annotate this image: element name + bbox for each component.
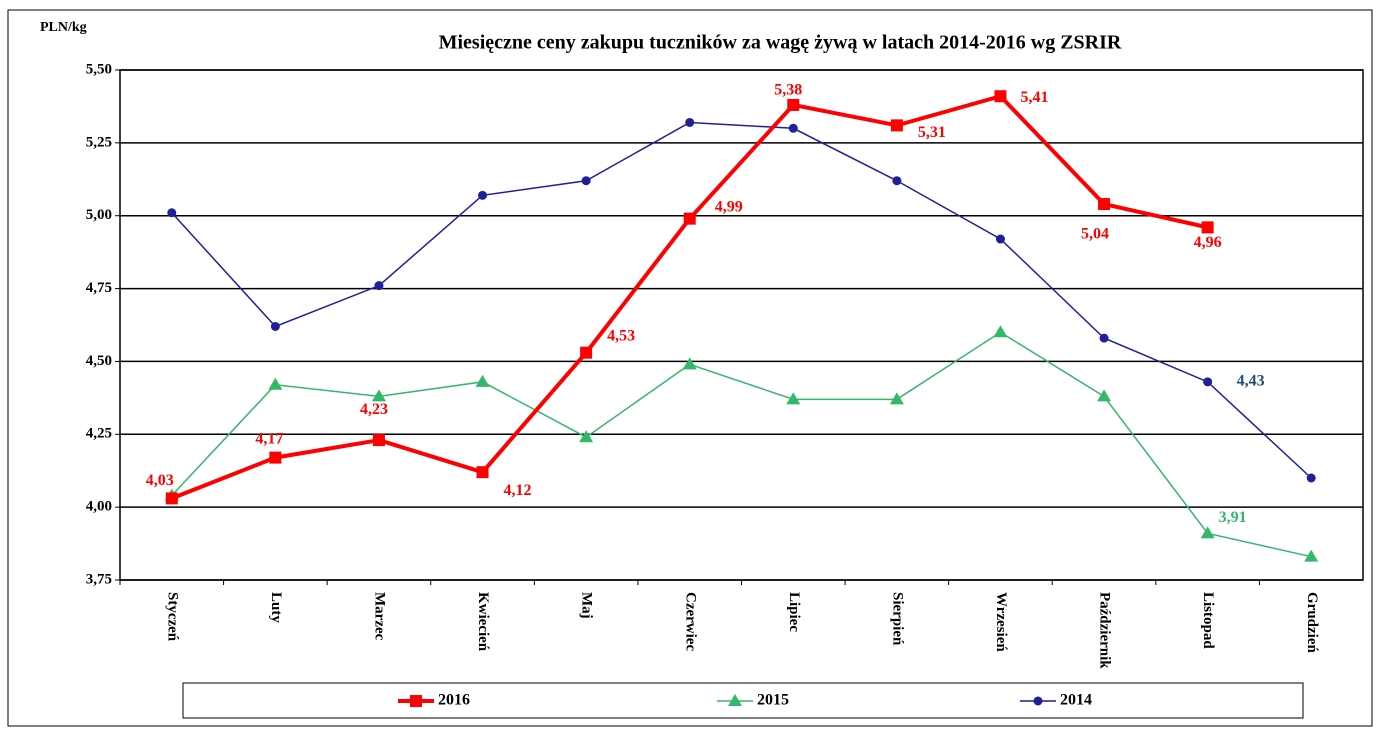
data-point <box>1304 549 1319 562</box>
x-tick-label: Styczeń <box>164 592 180 642</box>
data-label: 4,53 <box>607 327 635 344</box>
data-point <box>167 208 177 218</box>
y-tick-label: 5,50 <box>86 61 112 77</box>
data-label: 3,91 <box>1219 509 1247 526</box>
data-point <box>478 190 488 200</box>
data-label: 5,38 <box>774 82 802 99</box>
data-point <box>269 451 282 464</box>
data-point <box>685 117 695 127</box>
data-point <box>371 389 386 402</box>
y-tick-label: 4,25 <box>86 426 112 442</box>
data-point <box>476 466 489 479</box>
plot-area <box>119 69 1364 581</box>
data-label: 4,23 <box>360 401 388 418</box>
data-label: 4,96 <box>1194 234 1222 251</box>
chart-frame <box>7 9 1373 727</box>
data-point <box>682 357 697 370</box>
y-axis-label: PLN/kg <box>40 20 87 35</box>
data-point <box>788 123 798 133</box>
y-tick-label: 5,00 <box>86 207 112 223</box>
data-point <box>580 346 593 359</box>
x-tick-label: Marzec <box>372 592 388 641</box>
legend-marker <box>410 695 422 707</box>
x-tick-label: Listopad <box>1200 592 1216 649</box>
y-tick-label: 4,00 <box>86 499 112 515</box>
legend-box <box>182 682 1304 719</box>
legend-marker <box>728 694 742 706</box>
x-tick-label: Sierpień <box>889 592 905 646</box>
data-point <box>787 98 800 111</box>
data-label: 5,04 <box>1081 226 1109 243</box>
series-line <box>171 121 1312 479</box>
legend-label: 2015 <box>757 692 789 709</box>
x-tick-label: Luty <box>268 592 284 623</box>
y-tick-label: 5,25 <box>86 134 112 150</box>
x-tick-label: Maj <box>579 592 595 619</box>
data-point <box>683 212 696 225</box>
data-point <box>1097 389 1112 402</box>
data-label: 5,41 <box>1020 89 1048 106</box>
series-line <box>171 331 1312 558</box>
data-point <box>579 430 594 443</box>
data-point <box>889 392 904 405</box>
data-label: 4,12 <box>504 482 532 499</box>
data-label: 4,17 <box>255 430 283 447</box>
legend-label: 2014 <box>1060 692 1092 709</box>
data-point <box>1200 526 1215 539</box>
x-tick-label: Kwiecień <box>475 592 491 652</box>
y-tick-label: 4,50 <box>86 353 112 369</box>
data-label: 5,31 <box>918 124 946 141</box>
y-tick-label: 4,75 <box>86 280 112 296</box>
data-point <box>994 90 1007 103</box>
data-point <box>993 325 1008 338</box>
data-point <box>892 176 902 186</box>
data-label: 4,43 <box>1237 373 1265 390</box>
data-point <box>374 281 384 291</box>
data-point <box>1203 377 1213 387</box>
data-point <box>475 374 490 387</box>
chart-title: Miesięczne ceny zakupu tuczników za wagę… <box>439 32 1122 54</box>
data-point <box>270 321 280 331</box>
data-point <box>268 377 283 390</box>
data-label: 4,99 <box>715 198 743 215</box>
data-point <box>581 176 591 186</box>
legend-label: 2016 <box>438 692 470 709</box>
data-point <box>1098 198 1111 211</box>
data-point <box>1306 473 1316 483</box>
x-tick-label: Grudzień <box>1304 592 1320 653</box>
x-tick-label: Wrzesień <box>993 592 1009 652</box>
data-point <box>1201 221 1214 234</box>
data-point <box>786 392 801 405</box>
data-point <box>1099 333 1109 343</box>
x-tick-label: Październik <box>1097 592 1113 669</box>
data-point <box>372 434 385 447</box>
y-tick-label: 3,75 <box>86 571 112 587</box>
data-point <box>995 234 1005 244</box>
legend-marker <box>1033 696 1043 706</box>
x-tick-label: Czerwiec <box>682 592 698 651</box>
data-point <box>890 119 903 132</box>
data-point <box>165 492 178 505</box>
data-label: 4,03 <box>146 472 174 489</box>
x-tick-label: Lipiec <box>786 592 802 632</box>
